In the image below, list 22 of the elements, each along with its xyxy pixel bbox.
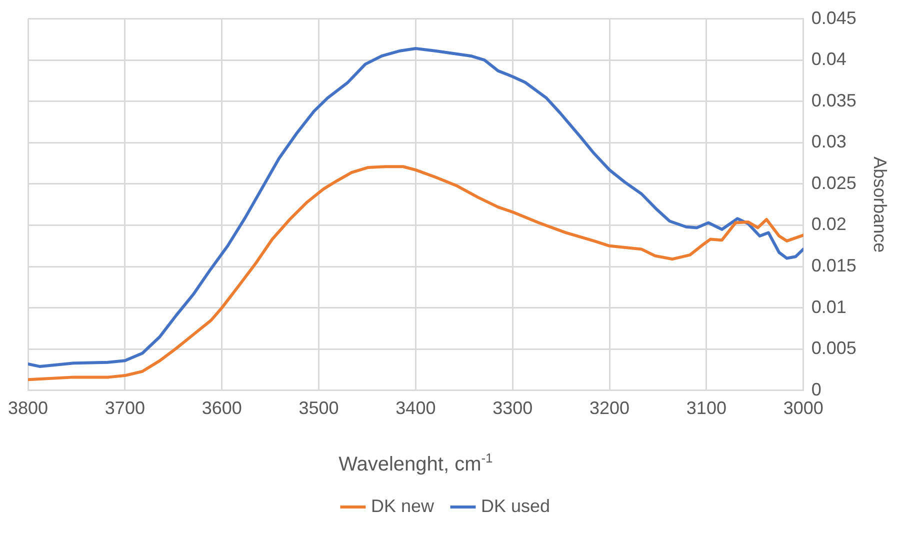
y-tick-label: 0.02 — [811, 214, 846, 234]
y-tick-label: 0.04 — [811, 49, 846, 70]
legend-label: DK new — [370, 496, 435, 516]
legend-label: DK used — [480, 496, 550, 516]
x-tick-label: 3600 — [202, 398, 242, 418]
y-tick-label: 0.035 — [811, 90, 856, 110]
x-tick-label: 3000 — [783, 398, 824, 418]
x-tick-label: 3400 — [396, 398, 436, 418]
y-tick-label: 0.005 — [811, 338, 856, 358]
y-axis-title: Absorbance — [870, 156, 890, 253]
y-tick-label: 0.015 — [811, 256, 856, 276]
x-tick-label: 3800 — [8, 398, 48, 418]
y-tick-label: 0.01 — [811, 296, 846, 317]
x-tick-label: 3300 — [492, 398, 533, 418]
y-tick-label: 0.03 — [811, 132, 846, 152]
y-tick-label: 0.025 — [811, 172, 856, 193]
x-tick-label: 3200 — [590, 398, 630, 418]
y-tick-label: 0 — [811, 379, 822, 400]
y-tick-label: 0.045 — [811, 8, 856, 28]
x-tick-label: 3700 — [104, 398, 145, 418]
x-tick-label: 3500 — [298, 398, 339, 418]
x-tick-label: 3100 — [686, 398, 726, 418]
